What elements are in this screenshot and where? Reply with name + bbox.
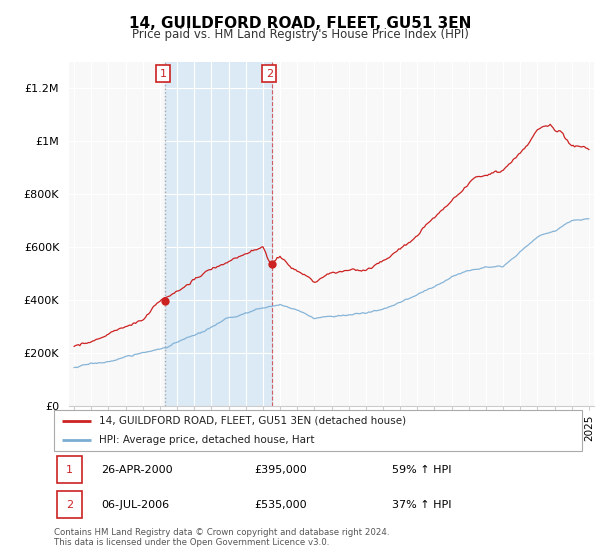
Text: 14, GUILDFORD ROAD, FLEET, GU51 3EN: 14, GUILDFORD ROAD, FLEET, GU51 3EN [129, 16, 471, 31]
Text: £535,000: £535,000 [254, 500, 307, 510]
Text: 06-JUL-2006: 06-JUL-2006 [101, 500, 170, 510]
Text: 1: 1 [66, 465, 73, 475]
Text: 2: 2 [266, 69, 273, 78]
Text: £395,000: £395,000 [254, 465, 307, 475]
Text: 59% ↑ HPI: 59% ↑ HPI [392, 465, 451, 475]
Text: Price paid vs. HM Land Registry's House Price Index (HPI): Price paid vs. HM Land Registry's House … [131, 28, 469, 41]
Text: Contains HM Land Registry data © Crown copyright and database right 2024.
This d: Contains HM Land Registry data © Crown c… [54, 528, 389, 547]
Text: HPI: Average price, detached house, Hart: HPI: Average price, detached house, Hart [99, 435, 314, 445]
Text: 1: 1 [160, 69, 166, 78]
Text: 37% ↑ HPI: 37% ↑ HPI [392, 500, 451, 510]
Bar [166, 62, 272, 406]
FancyBboxPatch shape [56, 456, 82, 483]
Text: 14, GUILDFORD ROAD, FLEET, GU51 3EN (detached house): 14, GUILDFORD ROAD, FLEET, GU51 3EN (det… [99, 416, 406, 426]
Text: 26-APR-2000: 26-APR-2000 [101, 465, 173, 475]
FancyBboxPatch shape [54, 410, 582, 451]
FancyBboxPatch shape [56, 492, 82, 518]
Text: 2: 2 [66, 500, 73, 510]
